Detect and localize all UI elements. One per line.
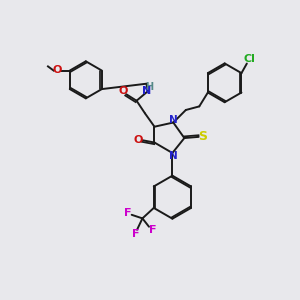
Text: N: N <box>169 115 178 124</box>
Text: O: O <box>118 85 128 96</box>
Text: O: O <box>52 65 62 75</box>
Text: F: F <box>132 229 140 239</box>
Text: H: H <box>145 82 153 92</box>
Text: F: F <box>149 225 156 235</box>
Text: S: S <box>198 130 207 143</box>
Text: N: N <box>142 85 151 96</box>
Text: F: F <box>124 208 131 218</box>
Text: Cl: Cl <box>243 54 255 64</box>
Text: O: O <box>134 134 143 145</box>
Text: N: N <box>169 151 177 161</box>
